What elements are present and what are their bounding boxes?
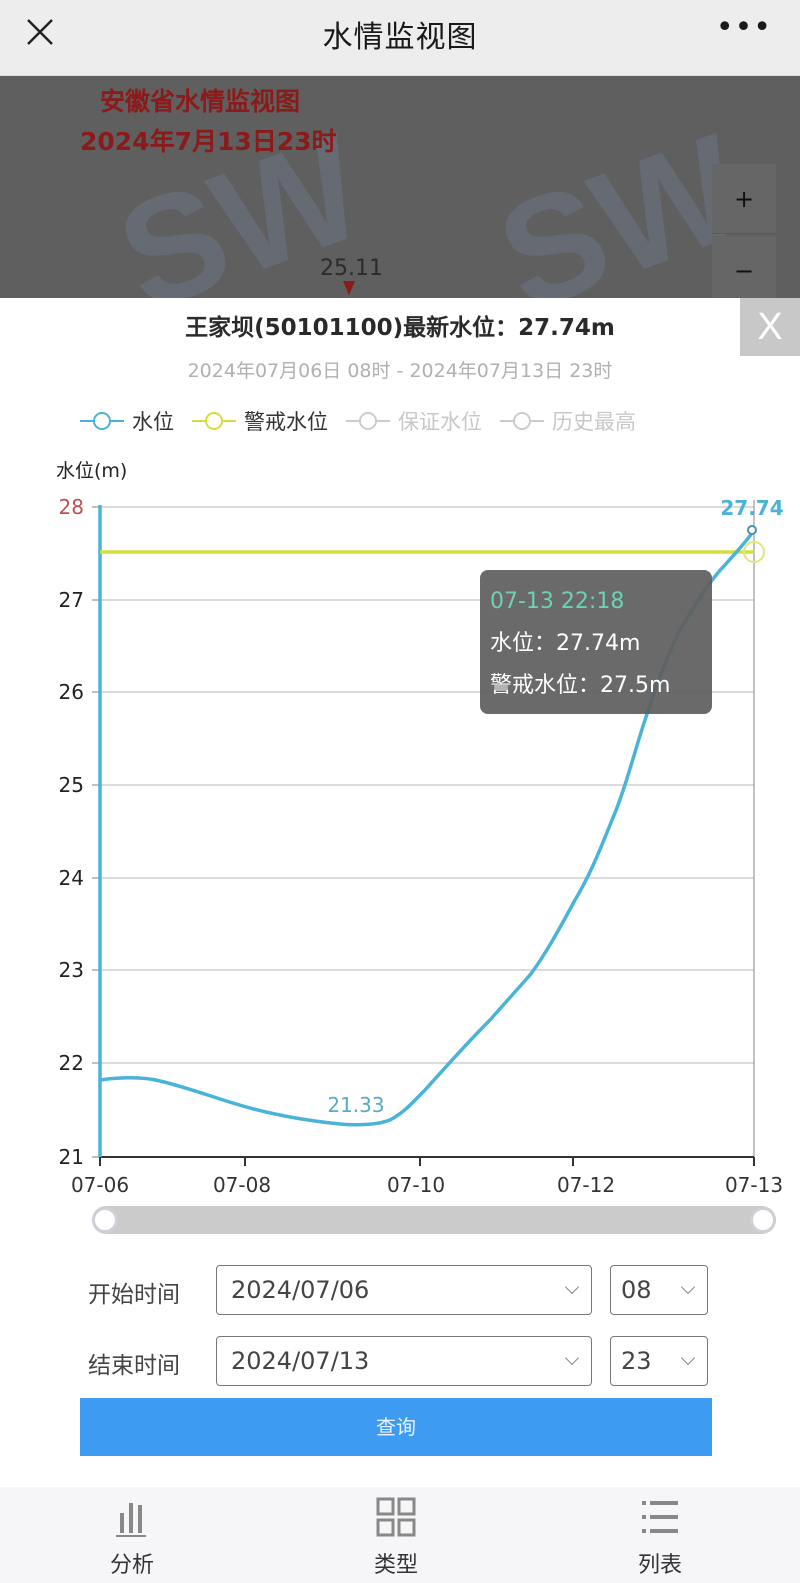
- legend-item-historical-high[interactable]: 历史最高: [500, 406, 636, 436]
- grid-icon: [376, 1497, 416, 1537]
- tab-label: 类型: [373, 1553, 418, 1578]
- y-tick-27: 27: [59, 588, 84, 612]
- panel-close-button[interactable]: X: [740, 298, 800, 356]
- y-tick-28: 28: [59, 495, 84, 519]
- legend-label: 历史最高: [552, 410, 636, 434]
- tooltip-time: 07-13 22:18: [490, 589, 624, 614]
- chart-legend: 水位 警戒水位 保证水位 历史最高: [80, 406, 636, 436]
- water-point-marker: [747, 525, 757, 535]
- start-date-select[interactable]: 2024/07/06: [216, 1265, 592, 1315]
- map-datetime: 2024年7月13日23时: [80, 127, 337, 156]
- legend-line-circle-icon: [80, 412, 124, 430]
- list-icon: [642, 1501, 678, 1533]
- chevron-down-icon: [680, 1279, 696, 1295]
- slider-end-handle[interactable]: [750, 1207, 776, 1233]
- end-hour-select[interactable]: 23: [610, 1336, 708, 1386]
- start-date-value: 2024/07/06: [231, 1276, 370, 1304]
- zoom-in-button[interactable]: +: [712, 164, 776, 234]
- end-date-select[interactable]: 2024/07/13: [216, 1336, 592, 1386]
- zoom-out-button[interactable]: −: [712, 236, 776, 298]
- grid-lines: [100, 506, 754, 1064]
- legend-label: 保证水位: [398, 410, 482, 434]
- legend-item-water-level[interactable]: 水位: [80, 406, 174, 436]
- end-time-label: 结束时间: [88, 1353, 180, 1379]
- legend-label: 警戒水位: [244, 410, 328, 434]
- tooltip-warning-level: 警戒水位：27.5m: [490, 673, 670, 698]
- y-tick-25: 25: [59, 773, 84, 797]
- end-date-value: 2024/07/13: [231, 1347, 370, 1375]
- tab-label: 列表: [637, 1553, 682, 1578]
- legend-item-warning-level[interactable]: 警戒水位: [192, 406, 328, 436]
- y-axis-label: 水位(m): [56, 460, 128, 482]
- legend-label: 水位: [132, 410, 174, 434]
- station-value-label: 25.11: [320, 256, 383, 281]
- x-tick: 07-06: [71, 1173, 129, 1197]
- end-time-row: 结束时间 2024/07/13 23: [0, 1336, 800, 1388]
- legend-line-circle-icon: [346, 412, 390, 430]
- station-panel: 王家坝(50101100)最新水位：27.74m X 2024年07月06日 0…: [0, 298, 800, 1488]
- y-tick-26: 26: [59, 680, 84, 704]
- chevron-down-icon: [680, 1350, 696, 1366]
- bar-chart-icon: [116, 1503, 146, 1537]
- start-time-row: 开始时间 2024/07/06 08: [0, 1265, 800, 1317]
- y-tick-21: 21: [59, 1145, 84, 1169]
- page-title: 水情监视图: [322, 20, 478, 55]
- station-marker-icon[interactable]: [343, 281, 355, 295]
- map-title: 安徽省水情监视图: [100, 87, 301, 116]
- warning-point-marker: [743, 541, 765, 563]
- close-icon[interactable]: [20, 12, 60, 52]
- y-tick-23: 23: [59, 958, 84, 982]
- legend-line-circle-icon: [192, 412, 236, 430]
- legend-line-circle-icon: [500, 412, 544, 430]
- x-tick: 07-13: [725, 1173, 783, 1197]
- start-hour-select[interactable]: 08: [610, 1265, 708, 1315]
- chevron-down-icon: [564, 1350, 580, 1366]
- y-tick-22: 22: [59, 1051, 84, 1075]
- time-range-slider[interactable]: [92, 1206, 776, 1234]
- more-dots-icon[interactable]: •••: [715, 10, 772, 45]
- top-bar: 水情监视图 •••: [0, 0, 800, 76]
- end-hour-value: 23: [621, 1347, 652, 1375]
- tab-list[interactable]: 列表: [600, 1495, 720, 1579]
- tab-label: 分析: [109, 1553, 154, 1578]
- start-time-label: 开始时间: [88, 1282, 180, 1308]
- max-label: 27.74: [720, 496, 783, 520]
- start-hour-value: 08: [621, 1276, 652, 1304]
- tab-analysis[interactable]: 分析: [72, 1495, 192, 1579]
- x-tick: 07-10: [387, 1173, 445, 1197]
- legend-item-guarantee-level[interactable]: 保证水位: [346, 406, 482, 436]
- map-view[interactable]: SW SW 安徽省水情监视图 2024年7月13日23时 25.11 + −: [0, 76, 800, 298]
- x-tick: 07-08: [213, 1173, 271, 1197]
- slider-start-handle[interactable]: [92, 1207, 118, 1233]
- water-level-chart[interactable]: 28 27 26 25 24 23 22 21 07-06 07-08 07-1…: [0, 0, 800, 1200]
- tooltip-water-level: 水位：27.74m: [490, 631, 640, 656]
- query-button[interactable]: 查询: [80, 1398, 712, 1456]
- chevron-down-icon: [564, 1279, 580, 1295]
- station-title: 王家坝(50101100)最新水位：27.74m: [185, 315, 615, 341]
- chart-tooltip: 07-13 22:18 水位：27.74m 警戒水位：27.5m: [480, 570, 712, 714]
- x-tick: 07-12: [557, 1173, 615, 1197]
- min-label: 21.33: [327, 1093, 384, 1117]
- tab-type[interactable]: 类型: [336, 1495, 456, 1579]
- bottom-tab-bar: 分析 类型 列表: [0, 1487, 800, 1583]
- date-range-text: 2024年07月06日 08时 - 2024年07月13日 23时: [187, 360, 613, 382]
- y-tick-24: 24: [59, 866, 84, 890]
